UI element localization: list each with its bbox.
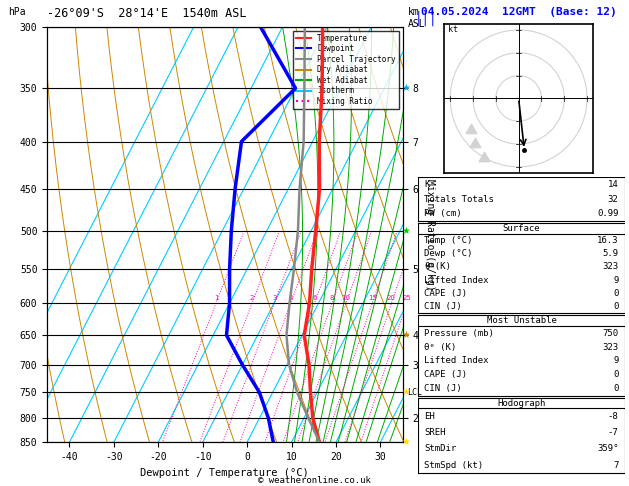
Text: θᵉ(K): θᵉ(K)	[425, 262, 452, 271]
Text: Surface: Surface	[503, 224, 540, 233]
Text: hPa: hPa	[8, 7, 26, 17]
Text: 8: 8	[330, 295, 334, 301]
Text: 1: 1	[214, 295, 218, 301]
Text: CAPE (J): CAPE (J)	[425, 289, 467, 298]
Text: 3: 3	[272, 295, 277, 301]
Text: 9: 9	[613, 276, 618, 285]
Y-axis label: Mixing Ratio (g/kg): Mixing Ratio (g/kg)	[425, 179, 435, 290]
Text: CAPE (J): CAPE (J)	[425, 370, 467, 379]
Text: 15: 15	[368, 295, 377, 301]
Text: 9: 9	[613, 356, 618, 365]
Text: ASL: ASL	[408, 19, 425, 30]
Text: PW (cm): PW (cm)	[425, 209, 462, 218]
Text: K: K	[425, 180, 430, 189]
Text: ★: ★	[401, 83, 410, 93]
Text: 323: 323	[603, 262, 618, 271]
Text: 7: 7	[613, 461, 618, 469]
Text: 0.99: 0.99	[597, 209, 618, 218]
Text: 6: 6	[312, 295, 317, 301]
Text: │││: │││	[415, 11, 438, 26]
Text: Lifted Index: Lifted Index	[425, 356, 489, 365]
Text: Totals Totals: Totals Totals	[425, 194, 494, 204]
Text: 10: 10	[342, 295, 350, 301]
Text: Lifted Index: Lifted Index	[425, 276, 489, 285]
Text: ★: ★	[401, 387, 410, 398]
Text: Most Unstable: Most Unstable	[486, 316, 557, 325]
Text: -8: -8	[608, 412, 618, 421]
Text: kt: kt	[448, 25, 458, 35]
Text: 0: 0	[613, 302, 618, 311]
Text: © weatheronline.co.uk: © weatheronline.co.uk	[258, 476, 371, 485]
Text: 0: 0	[613, 370, 618, 379]
Text: 0: 0	[613, 289, 618, 298]
Text: CIN (J): CIN (J)	[425, 302, 462, 311]
Text: 2: 2	[250, 295, 254, 301]
Text: CIN (J): CIN (J)	[425, 384, 462, 393]
Text: 359°: 359°	[597, 445, 618, 453]
Text: 750: 750	[603, 329, 618, 338]
Text: 14: 14	[608, 180, 618, 189]
Text: 5.9: 5.9	[603, 249, 618, 258]
Text: ★: ★	[401, 437, 410, 447]
Text: LCL: LCL	[407, 388, 421, 397]
Text: ★: ★	[401, 226, 410, 236]
Text: 4: 4	[288, 295, 292, 301]
Text: Pressure (mb): Pressure (mb)	[425, 329, 494, 338]
Text: 04.05.2024  12GMT  (Base: 12): 04.05.2024 12GMT (Base: 12)	[421, 7, 617, 17]
Text: SREH: SREH	[425, 428, 446, 437]
Text: 20: 20	[387, 295, 396, 301]
Legend: Temperature, Dewpoint, Parcel Trajectory, Dry Adiabat, Wet Adiabat, Isotherm, Mi: Temperature, Dewpoint, Parcel Trajectory…	[292, 31, 399, 109]
Text: StmDir: StmDir	[425, 445, 457, 453]
Text: 0: 0	[613, 384, 618, 393]
Text: 16.3: 16.3	[597, 236, 618, 245]
Text: Dewp (°C): Dewp (°C)	[425, 249, 473, 258]
Text: Temp (°C): Temp (°C)	[425, 236, 473, 245]
Text: km: km	[408, 7, 420, 17]
Text: ★: ★	[401, 330, 410, 340]
Text: StmSpd (kt): StmSpd (kt)	[425, 461, 484, 469]
Text: EH: EH	[425, 412, 435, 421]
Text: -26°09'S  28°14'E  1540m ASL: -26°09'S 28°14'E 1540m ASL	[47, 7, 247, 20]
Text: 25: 25	[403, 295, 411, 301]
Text: 32: 32	[608, 194, 618, 204]
Text: Hodograph: Hodograph	[498, 399, 545, 408]
Text: θᵉ (K): θᵉ (K)	[425, 343, 457, 351]
X-axis label: Dewpoint / Temperature (°C): Dewpoint / Temperature (°C)	[140, 468, 309, 478]
Text: -7: -7	[608, 428, 618, 437]
Text: 323: 323	[603, 343, 618, 351]
